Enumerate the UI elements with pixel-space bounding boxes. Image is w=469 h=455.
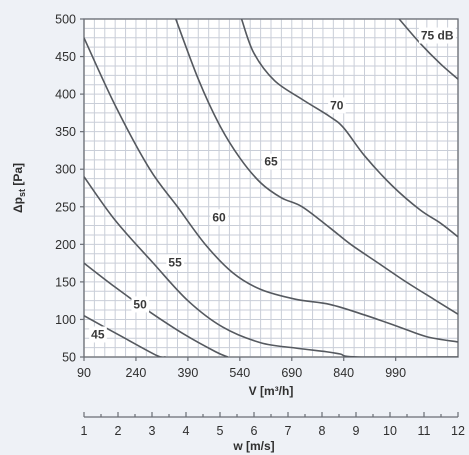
series-label: 45 (91, 327, 105, 341)
velocity-tick-label: 8 (319, 424, 326, 438)
velocity-tick-label: 9 (353, 424, 360, 438)
y-axis-title: Δpst [Pa] (11, 163, 27, 213)
x-axis: 90 240 390 540 690 840 990 (77, 357, 406, 380)
velocity-tick-label: 2 (115, 424, 122, 438)
velocity-tick-label: 12 (451, 424, 465, 438)
series-line-70 (240, 19, 458, 238)
y-tick-label: 500 (55, 13, 76, 27)
y-tick-label: 250 (55, 200, 76, 214)
x-tick-label: 90 (77, 366, 91, 380)
series-line-65 (175, 19, 458, 315)
x-tick-label: 390 (177, 366, 198, 380)
grid (83, 18, 459, 358)
series-line-75-dB (398, 19, 458, 80)
x-axis-title: V [m³/h] (249, 384, 294, 398)
velocity-tick-label: 11 (418, 424, 431, 438)
y-tick-label: 200 (55, 238, 76, 252)
series-label-background (418, 27, 456, 44)
velocity-tick-label: 3 (149, 424, 156, 438)
series-label-background (328, 97, 346, 114)
velocity-tick-label: 5 (217, 424, 224, 438)
velocity-tick-label: 6 (251, 424, 258, 438)
series-label: 65 (264, 155, 278, 169)
series-label-background (131, 296, 150, 313)
y-tick-label: 450 (55, 50, 76, 64)
velocity-tick-label: 4 (183, 424, 190, 438)
series-line-55 (84, 176, 458, 357)
x-tick-label: 540 (229, 366, 250, 380)
y-tick-label: 150 (55, 275, 76, 289)
plot-border (83, 18, 459, 358)
velocity-tick-label: 10 (383, 424, 397, 438)
y-axis-title-unit: [Pa] (11, 163, 25, 189)
velocity-axis-title: w [m/s] (232, 439, 274, 453)
velocity-axis: 1 2 3 4 5 6 7 8 9 10 11 12 (81, 412, 465, 438)
x-tick-label: 690 (281, 366, 302, 380)
y-axis-title-symbol: Δp (11, 197, 25, 213)
y-tick-label: 400 (55, 88, 76, 102)
series-label: 75 dB (421, 29, 454, 43)
series-label-layer: 45 50 55 60 65 70 75 dB (89, 27, 456, 343)
series-label: 50 (133, 297, 147, 311)
series-label: 70 (330, 98, 344, 112)
x-tick-label: 240 (126, 366, 147, 380)
y-axis: 50 100 150 200 250 300 350 400 450 500 (55, 13, 84, 365)
series-line-45 (84, 314, 166, 357)
x-tick-label: 990 (385, 366, 406, 380)
series-label-background (89, 326, 107, 343)
y-tick-label: 50 (62, 351, 76, 365)
y-tick-label: 300 (55, 163, 76, 177)
series-label-background (262, 153, 280, 170)
y-axis-title-subscript: st (17, 189, 27, 197)
series-label-background (210, 209, 229, 226)
series-line-60 (84, 37, 458, 343)
series-layer (84, 19, 458, 357)
velocity-tick-label: 7 (285, 424, 292, 438)
series-label: 60 (212, 210, 226, 224)
x-tick-label: 840 (333, 366, 354, 380)
velocity-tick-label: 1 (81, 424, 88, 438)
series-label: 55 (168, 255, 182, 269)
series-line-50 (84, 262, 229, 357)
y-tick-label: 350 (55, 125, 76, 139)
series-label-background (166, 254, 185, 271)
y-tick-label: 100 (55, 313, 76, 327)
